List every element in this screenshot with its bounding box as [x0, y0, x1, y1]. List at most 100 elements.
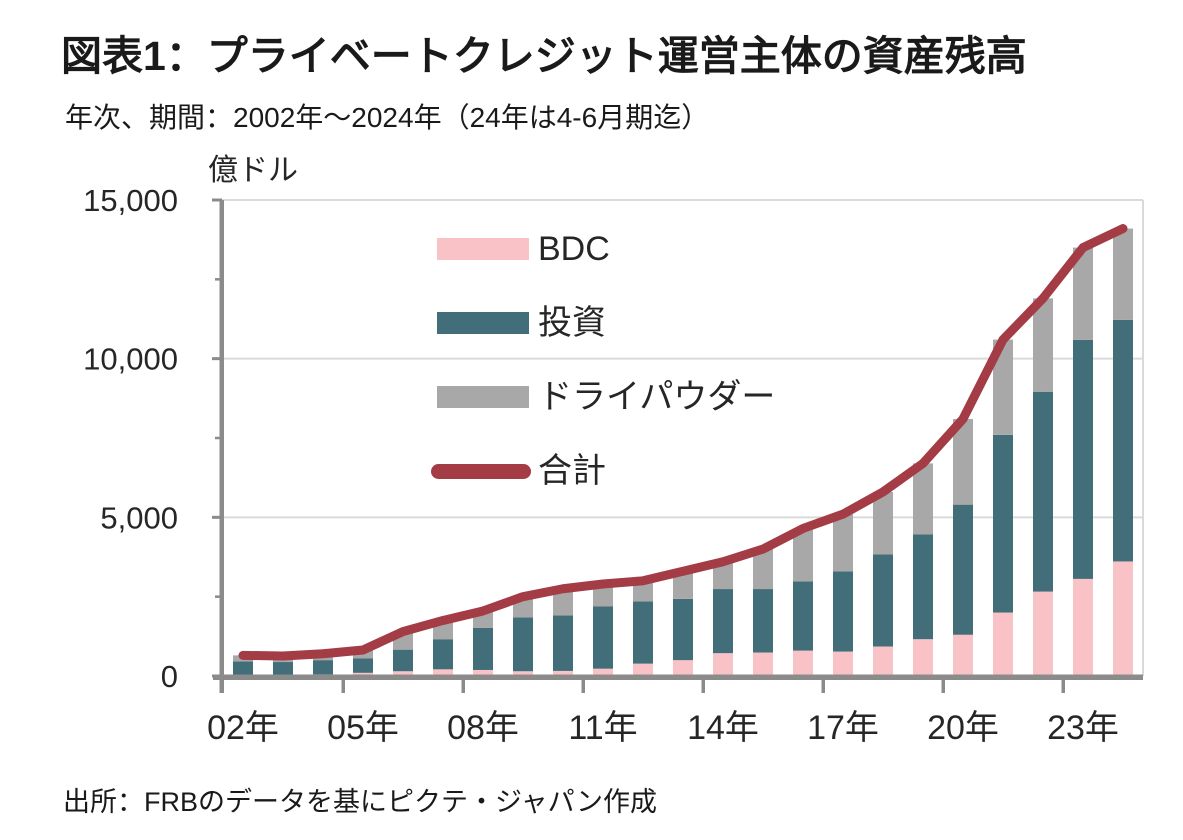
bar-segment-ドライパウダー — [833, 514, 853, 572]
bar-segment-ドライパウダー — [753, 549, 773, 590]
bar-segment-投資 — [913, 534, 933, 640]
y-axis-major-tick — [212, 515, 222, 519]
bar-segment-投資 — [353, 658, 373, 673]
bar-segment-ドライパウダー — [713, 561, 733, 590]
bar-segment-BDC — [1033, 591, 1053, 676]
bar-segment-投資 — [393, 649, 413, 672]
bar-segment-投資 — [953, 504, 973, 635]
x-tick-label: 05年 — [327, 709, 399, 747]
x-tick-label: 08年 — [447, 709, 519, 747]
x-tick-label: 20年 — [927, 709, 999, 747]
x-axis-tick — [581, 679, 585, 693]
bar-segment-ドライパウダー — [1033, 298, 1053, 392]
bar-segment-投資 — [273, 662, 293, 676]
chart-legend: BDC 投資 ドライパウダー 合計 — [431, 231, 775, 527]
x-axis-tick — [341, 679, 345, 693]
x-tick-label: 02年 — [207, 709, 279, 747]
bar-segment-BDC — [793, 650, 813, 676]
y-tick-label: 15,000 — [83, 183, 178, 218]
x-axis-tick — [701, 679, 705, 693]
x-axis — [213, 674, 1143, 680]
legend-label-total: 合計 — [538, 452, 606, 490]
bar-segment-投資 — [633, 601, 653, 664]
legend-swatch-investment — [437, 312, 529, 334]
bar-segment-投資 — [313, 660, 333, 675]
bar-segment-BDC — [873, 646, 893, 676]
bar-segment-投資 — [673, 598, 693, 661]
x-axis-tick — [461, 679, 465, 693]
bar-segment-投資 — [833, 571, 853, 652]
bar-segment-投資 — [1073, 339, 1093, 579]
y-axis-major-tick — [212, 357, 222, 361]
bar-segment-ドライパウダー — [993, 339, 1013, 435]
bar-segment-BDC — [713, 653, 733, 676]
figure-subtitle: 年次、期間：2002年～2024年（24年は4-6月期迄） — [65, 102, 710, 133]
bar-segment-BDC — [1113, 561, 1133, 676]
bar-segment-ドライパウダー — [793, 528, 813, 582]
legend-label-dry-powder: ドライパウダー — [538, 378, 776, 416]
bar-segment-投資 — [713, 589, 733, 654]
y-axis-minor-tick — [215, 595, 222, 598]
y-tick-label: 10,000 — [83, 342, 178, 377]
x-tick-label: 17年 — [807, 709, 879, 747]
y-axis — [219, 200, 224, 693]
bar-segment-投資 — [1113, 319, 1133, 562]
bar-segment-投資 — [433, 639, 453, 670]
y-axis-unit-label: 億ドル — [208, 154, 298, 187]
bar-segment-BDC — [673, 660, 693, 676]
x-axis-tick — [821, 679, 825, 693]
x-tick-label: 14年 — [687, 709, 759, 747]
bar-segment-BDC — [833, 651, 853, 676]
bar-segment-BDC — [433, 669, 453, 676]
bar-segment-BDC — [553, 670, 573, 676]
legend-item-dry-powder: ドライパウダー — [437, 379, 775, 415]
bar-segment-BDC — [993, 612, 1013, 676]
x-axis-tick — [941, 679, 945, 693]
y-axis-minor-tick — [215, 436, 222, 440]
bar-segment-BDC — [593, 668, 613, 676]
legend-swatch-total-line — [431, 463, 531, 479]
bar-segment-BDC — [393, 671, 413, 676]
x-axis-tick — [1061, 679, 1065, 693]
legend-item-total: 合計 — [431, 452, 775, 490]
legend-label-bdc: BDC — [538, 230, 610, 268]
bar-segment-投資 — [873, 554, 893, 647]
bar-segment-BDC — [1073, 578, 1093, 676]
bar-segment-BDC — [913, 639, 933, 676]
bar-segment-投資 — [1033, 391, 1053, 592]
bar-segment-ドライパウダー — [673, 571, 693, 599]
bar-segment-投資 — [753, 589, 773, 653]
bar-segment-投資 — [233, 661, 253, 676]
legend-swatch-bdc — [437, 238, 529, 260]
bar-segment-BDC — [953, 634, 973, 676]
bar-segment-BDC — [473, 669, 493, 676]
source-note: 出所：FRBのデータを基にピクテ・ジャパン作成 — [63, 787, 657, 817]
total-line — [238, 224, 1128, 661]
bar-segment-ドライパウダー — [1073, 247, 1093, 340]
bar-segment-投資 — [593, 606, 613, 669]
bar-segment-BDC — [633, 663, 653, 676]
bar-segment-BDC — [753, 652, 773, 676]
y-axis-major-tick — [212, 198, 222, 202]
x-tick-label: 23年 — [1047, 709, 1119, 747]
bar-segment-ドライパウダー — [633, 580, 653, 602]
y-axis-minor-tick — [215, 278, 222, 281]
bar-segment-ドライパウダー — [873, 491, 893, 555]
legend-label-investment: 投資 — [538, 304, 606, 342]
bar-segment-ドライパウダー — [1113, 228, 1133, 320]
figure-title: 図表1：プライベートクレジット運営主体の資産残高 — [61, 33, 1027, 79]
legend-item-investment: 投資 — [437, 305, 775, 341]
bar-segment-投資 — [553, 615, 573, 671]
bar-segment-投資 — [513, 617, 533, 672]
bar-segment-ドライパウダー — [953, 418, 973, 505]
x-tick-label: 11年 — [568, 709, 637, 747]
bar-segment-ドライパウダー — [913, 463, 933, 535]
legend-item-bdc: BDC — [437, 231, 775, 267]
legend-swatch-dry-powder — [437, 386, 529, 408]
bar-segment-投資 — [993, 434, 1013, 613]
bar-segment-BDC — [353, 672, 373, 676]
bar-segment-ドライパウダー — [553, 588, 573, 616]
bar-segment-ドライパウダー — [593, 583, 613, 607]
